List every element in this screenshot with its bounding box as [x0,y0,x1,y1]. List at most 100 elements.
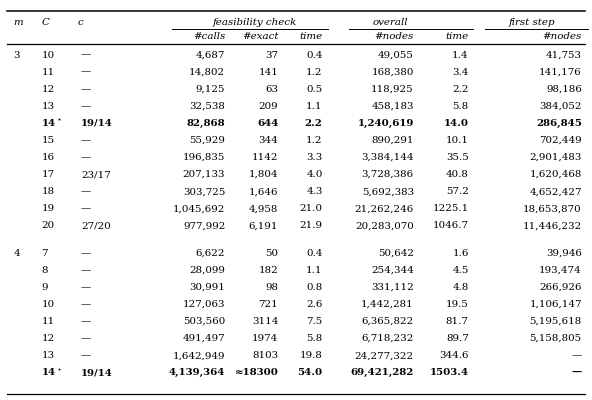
Text: 0.4: 0.4 [306,50,323,60]
Text: 4: 4 [13,249,20,258]
Text: 127,063: 127,063 [183,300,226,309]
Text: 57.2: 57.2 [446,187,469,196]
Text: 16: 16 [41,153,54,162]
Text: 331,112: 331,112 [371,283,414,292]
Text: —: — [81,50,91,60]
Text: 1503.4: 1503.4 [430,368,469,377]
Text: 141: 141 [259,68,278,77]
Text: —: — [81,153,91,162]
Text: 39,946: 39,946 [546,249,582,258]
Text: 0.4: 0.4 [306,249,323,258]
Text: 721: 721 [259,300,278,309]
Text: 286,845: 286,845 [536,119,582,128]
Text: —: — [81,102,91,111]
Text: 18,653,870: 18,653,870 [523,204,582,213]
Text: 5,692,383: 5,692,383 [362,187,414,196]
Text: overall: overall [372,18,408,28]
Text: 15: 15 [41,136,54,145]
Text: 207,133: 207,133 [183,170,226,179]
Text: —: — [81,351,91,360]
Text: 21.0: 21.0 [300,204,323,213]
Text: 14.0: 14.0 [443,119,469,128]
Text: 63: 63 [265,85,278,94]
Text: 4.5: 4.5 [452,266,469,275]
Text: —: — [81,334,91,343]
Text: 11,446,232: 11,446,232 [523,221,582,230]
Text: 141,176: 141,176 [539,68,582,77]
Text: #exact: #exact [242,32,278,41]
Text: 5.8: 5.8 [306,334,323,343]
Text: 384,052: 384,052 [539,102,582,111]
Text: —: — [81,136,91,145]
Text: 10.1: 10.1 [446,136,469,145]
Text: 1,642,949: 1,642,949 [173,351,226,360]
Text: 977,992: 977,992 [183,221,226,230]
Text: 32,538: 32,538 [189,102,226,111]
Text: 6,718,232: 6,718,232 [362,334,414,343]
Text: 6,622: 6,622 [196,249,226,258]
Text: 182: 182 [259,266,278,275]
Text: 1.1: 1.1 [306,266,323,275]
Text: 1142: 1142 [252,153,278,162]
Text: 98: 98 [265,283,278,292]
Text: 27/20: 27/20 [81,221,111,230]
Text: $\star$: $\star$ [56,116,62,124]
Text: 118,925: 118,925 [371,85,414,94]
Text: 9: 9 [41,283,48,292]
Text: 6,365,822: 6,365,822 [362,317,414,326]
Text: 17: 17 [41,170,54,179]
Text: 196,835: 196,835 [183,153,226,162]
Text: 12: 12 [41,85,54,94]
Text: 13: 13 [41,102,54,111]
Text: 503,560: 503,560 [183,317,226,326]
Text: 6,191: 6,191 [249,221,278,230]
Text: 21.9: 21.9 [300,221,323,230]
Text: 193,474: 193,474 [539,266,582,275]
Text: —: — [81,85,91,94]
Text: 20: 20 [41,221,54,230]
Text: 1.2: 1.2 [306,136,323,145]
Text: first step: first step [509,18,555,28]
Text: 4.3: 4.3 [306,187,323,196]
Text: 2.6: 2.6 [306,300,323,309]
Text: —: — [81,187,91,196]
Text: 14: 14 [41,119,56,128]
Text: C: C [41,18,49,28]
Text: feasibility check: feasibility check [213,18,297,28]
Text: 81.7: 81.7 [446,317,469,326]
Text: #nodes: #nodes [542,32,582,41]
Text: 24,277,322: 24,277,322 [355,351,414,360]
Text: 19.5: 19.5 [446,300,469,309]
Text: 5.8: 5.8 [452,102,469,111]
Text: 8103: 8103 [252,351,278,360]
Text: 18: 18 [41,187,54,196]
Text: 50,642: 50,642 [378,249,414,258]
Text: 20,283,070: 20,283,070 [355,221,414,230]
Text: 13: 13 [41,351,54,360]
Text: 1,442,281: 1,442,281 [361,300,414,309]
Text: 1.1: 1.1 [306,102,323,111]
Text: —: — [81,249,91,258]
Text: —: — [81,283,91,292]
Text: —: — [571,351,582,360]
Text: 4,958: 4,958 [249,204,278,213]
Text: —: — [81,300,91,309]
Text: 69,421,282: 69,421,282 [350,368,414,377]
Text: 3.4: 3.4 [452,68,469,77]
Text: 28,099: 28,099 [189,266,226,275]
Text: 3,728,386: 3,728,386 [362,170,414,179]
Text: 4,652,427: 4,652,427 [529,187,582,196]
Text: 4.0: 4.0 [306,170,323,179]
Text: 5,158,805: 5,158,805 [530,334,582,343]
Text: 491,497: 491,497 [183,334,226,343]
Text: 14,802: 14,802 [189,68,226,77]
Text: 458,183: 458,183 [371,102,414,111]
Text: —: — [81,266,91,275]
Text: time: time [300,32,323,41]
Text: 19/14: 19/14 [81,368,113,377]
Text: 2.2: 2.2 [452,85,469,94]
Text: 35.5: 35.5 [446,153,469,162]
Text: 4,687: 4,687 [196,50,226,60]
Text: —: — [81,317,91,326]
Text: 1.2: 1.2 [306,68,323,77]
